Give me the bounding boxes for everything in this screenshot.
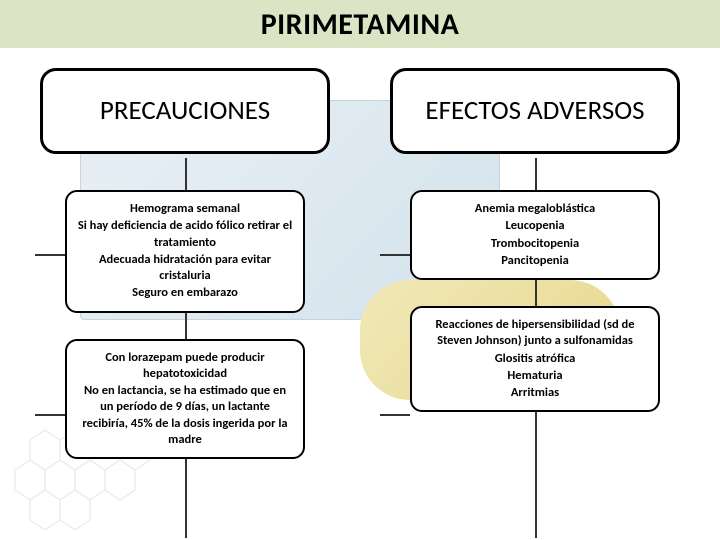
efectos-header-box: EFECTOS ADVERSOS xyxy=(390,68,680,154)
page-title: PIRIMETAMINA xyxy=(261,6,460,43)
precauciones-2-line-2: No en lactancia, se ha estimado que en u… xyxy=(77,383,293,448)
precauciones-1-line-1: Hemograma semanal xyxy=(77,201,293,217)
efectos-1-line-3: Trombocitopenia xyxy=(422,236,648,252)
right-branch-2 xyxy=(380,414,410,416)
diagram-columns: PRECAUCIONES Hemograma semanal Si hay de… xyxy=(0,48,720,485)
precauciones-header-box: PRECAUCIONES xyxy=(40,68,330,154)
precauciones-box-1: Hemograma semanal Si hay deficiencia de … xyxy=(65,190,305,313)
left-branch-2 xyxy=(35,414,65,416)
precauciones-2-line-1: Con lorazepam puede producir hepatotoxic… xyxy=(77,350,293,383)
efectos-1-line-1: Anemia megaloblástica xyxy=(422,201,648,217)
title-bar: PIRIMETAMINA xyxy=(0,0,720,48)
efectos-1-line-4: Pancitopenia xyxy=(422,253,648,269)
efectos-header: EFECTOS ADVERSOS xyxy=(425,95,644,126)
efectos-box-1: Anemia megaloblástica Leucopenia Tromboc… xyxy=(410,190,660,280)
efectos-2-line-1: Reacciones de hipersensibilidad (sd de S… xyxy=(422,317,648,350)
precauciones-1-line-4: Seguro en embarazo xyxy=(77,285,293,301)
left-branch-1 xyxy=(35,254,65,256)
efectos-2-line-3: Hematuria xyxy=(422,368,648,384)
efectos-box-2: Reacciones de hipersensibilidad (sd de S… xyxy=(410,306,660,412)
efectos-1-line-2: Leucopenia xyxy=(422,218,648,234)
efectos-2-line-2: Glositis atrófica xyxy=(422,351,648,367)
precauciones-box-2: Con lorazepam puede producir hepatotoxic… xyxy=(65,339,305,460)
right-branch-1 xyxy=(380,254,410,256)
precauciones-header: PRECAUCIONES xyxy=(100,95,270,126)
efectos-2-line-4: Arritmias xyxy=(422,385,648,401)
precauciones-column: PRECAUCIONES Hemograma semanal Si hay de… xyxy=(40,68,330,485)
efectos-column: EFECTOS ADVERSOS Anemia megaloblástica L… xyxy=(390,68,680,485)
precauciones-1-line-3: Adecuada hidratación para evitar cristal… xyxy=(77,252,293,285)
precauciones-1-line-2: Si hay deficiencia de acido fólico retir… xyxy=(77,218,293,251)
